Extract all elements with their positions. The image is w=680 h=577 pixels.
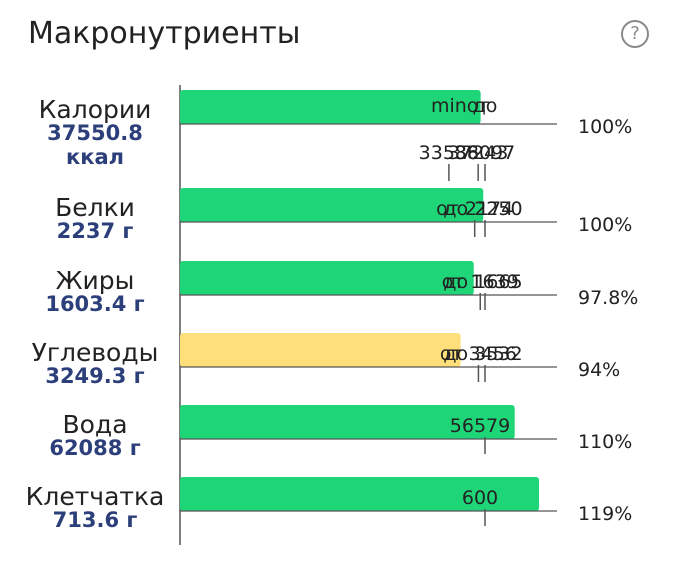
bar bbox=[180, 333, 461, 367]
target-from-label: от 2174 bbox=[436, 198, 513, 220]
value-label: ккал bbox=[66, 145, 124, 169]
value-label: 3249.3 г bbox=[45, 364, 144, 388]
bar bbox=[180, 90, 481, 124]
percent-label: 97.8% bbox=[578, 287, 638, 309]
target-min-label: 33586 bbox=[419, 142, 479, 164]
target-from-label: 37243 bbox=[448, 142, 508, 164]
bar bbox=[180, 261, 474, 295]
value-label: 1603.4 г bbox=[45, 292, 144, 316]
percent-label: 119% bbox=[578, 503, 632, 525]
target-min-word: min bbox=[431, 95, 467, 117]
target-to-label: до 2250 bbox=[443, 198, 522, 220]
category-label: Калории bbox=[39, 95, 152, 124]
percent-label: 94% bbox=[578, 359, 620, 381]
category-label: Вода bbox=[62, 410, 127, 439]
target-to-label: до 1665 bbox=[443, 271, 522, 293]
category-label: Клетчатка bbox=[26, 482, 165, 511]
target-to-label: до 3532 bbox=[443, 343, 522, 365]
bar bbox=[180, 188, 484, 222]
percent-label: 110% bbox=[578, 431, 632, 453]
bar bbox=[180, 477, 539, 511]
target-from-label: от 3456 bbox=[440, 343, 517, 365]
value-label: 37550.8 bbox=[47, 121, 143, 145]
value-label: 62088 г bbox=[49, 436, 140, 460]
page-title: Макронутриенты bbox=[28, 16, 301, 51]
percent-label: 100% bbox=[578, 116, 632, 138]
value-label: 713.6 г bbox=[53, 508, 138, 532]
target-from-label: от 1639 bbox=[442, 271, 519, 293]
percent-label: 100% bbox=[578, 214, 632, 236]
value-label: 2237 г bbox=[57, 219, 134, 243]
category-label: Углеводы bbox=[32, 338, 159, 367]
target-to-label: 38097 bbox=[455, 142, 515, 164]
target-to-word: до bbox=[473, 95, 498, 117]
category-label: Белки bbox=[55, 193, 135, 222]
target-from-word: от bbox=[467, 95, 490, 117]
target-value-label: 56579 bbox=[450, 415, 510, 437]
target-value-label: 600 bbox=[462, 487, 498, 509]
question-circle-icon[interactable]: ? bbox=[621, 20, 649, 48]
bar bbox=[180, 405, 515, 439]
category-label: Жиры bbox=[56, 266, 135, 295]
